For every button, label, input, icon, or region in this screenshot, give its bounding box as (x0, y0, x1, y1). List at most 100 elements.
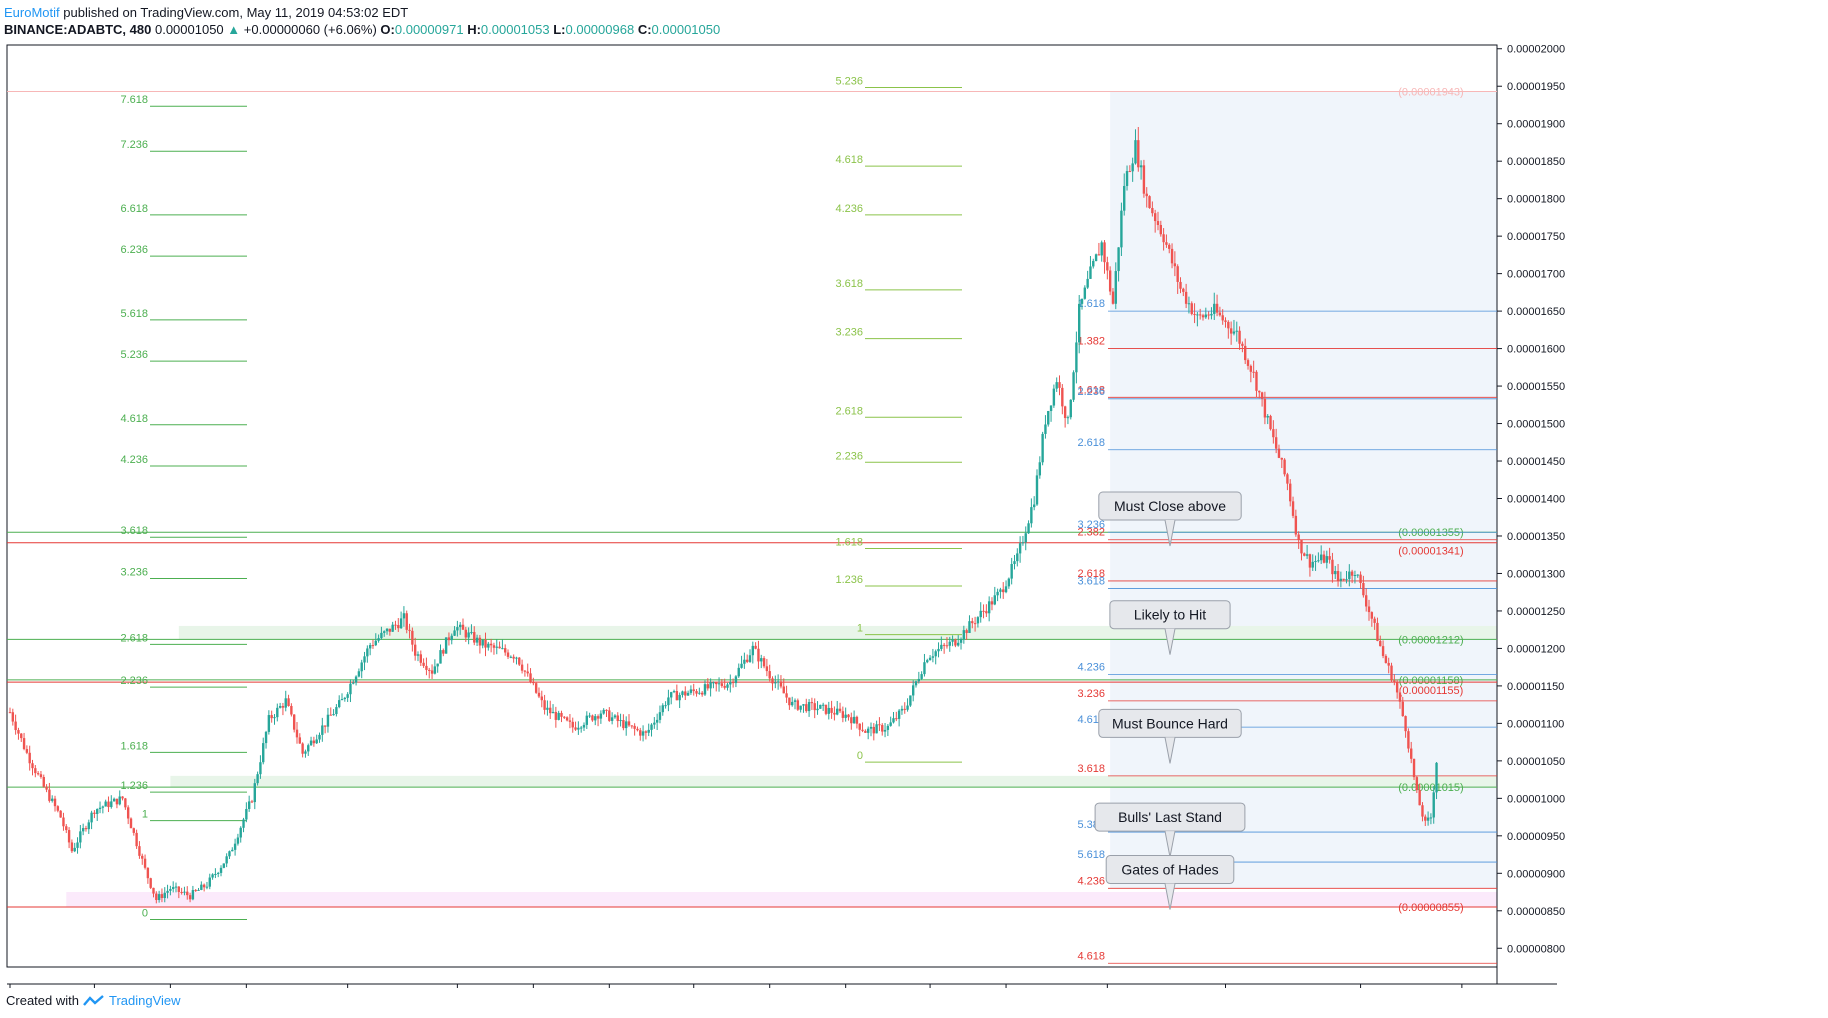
candle-body (34, 768, 37, 774)
candle-body (1221, 315, 1224, 321)
candle-body (22, 738, 26, 750)
candle-body (1094, 254, 1098, 261)
level-label: (0.00001015) (1398, 782, 1463, 794)
candle-body (768, 671, 771, 679)
candle-body (475, 637, 479, 643)
candle-body (1162, 234, 1165, 243)
candle-body (830, 707, 833, 713)
y-tick-label: 0.00000900 (1507, 868, 1565, 880)
low-value: 0.00000968 (565, 22, 635, 37)
candle-body (1004, 586, 1008, 593)
candle-body (670, 692, 673, 698)
candle-body (799, 705, 802, 710)
candle-body (1137, 140, 1140, 168)
candle-body (1356, 574, 1359, 576)
fib-mid-label: 3.618 (835, 278, 863, 290)
candle-body (847, 714, 850, 718)
candle-body (87, 822, 90, 830)
candle-body (861, 729, 864, 731)
callout: Bulls' Last Stand (1094, 802, 1246, 858)
candle-body (1359, 574, 1362, 584)
high-value: 0.00001053 (480, 22, 550, 37)
candle-body (1145, 193, 1148, 197)
candle-body (560, 712, 563, 717)
candle-body (1381, 646, 1385, 656)
candle-body (1291, 501, 1295, 516)
candle-body (959, 639, 963, 643)
candle-body (458, 624, 462, 628)
candle-body (391, 624, 394, 632)
candle-body (1238, 330, 1241, 344)
candle-body (383, 631, 386, 633)
candle-body (957, 642, 960, 646)
candle-body (616, 715, 619, 722)
candle-body (1376, 622, 1379, 641)
tradingview-logo-icon[interactable] (83, 994, 105, 1008)
candle-body (619, 720, 622, 722)
candle-body (608, 710, 611, 721)
candle-body (388, 628, 392, 632)
candle-body (565, 717, 569, 721)
candle-body (512, 656, 515, 659)
candle-body (639, 730, 642, 736)
candle-body (951, 639, 954, 642)
candle-body (1241, 343, 1244, 346)
candle-body (115, 798, 119, 805)
fib-left-label: 6.618 (120, 203, 148, 215)
callout-pointer (1164, 737, 1176, 764)
candle-body (1252, 371, 1255, 373)
candle-body (568, 720, 572, 722)
fib-right-label: 4.236 (1077, 662, 1105, 674)
candle-body (779, 681, 783, 687)
candle-body (42, 777, 45, 787)
fib-left-label: 0 (142, 908, 148, 920)
candle-body (1418, 790, 1421, 806)
y-tick-label: 0.00001050 (1507, 756, 1565, 768)
candle-body (1353, 575, 1357, 577)
candle-body (917, 678, 921, 682)
candle-body (188, 895, 192, 900)
candle-body (1339, 578, 1343, 581)
candle-body (1010, 564, 1013, 579)
candle-body (579, 727, 583, 729)
candle-body (931, 656, 935, 658)
candle-body (681, 691, 684, 695)
candle-body (594, 716, 597, 721)
candle-body (250, 801, 254, 803)
candle-body (1196, 314, 1199, 316)
candle-body (838, 708, 842, 712)
candle-body (101, 806, 105, 808)
publish-info: published on TradingView.com, May 11, 20… (63, 5, 409, 20)
candle-body (785, 693, 788, 698)
candle-body (405, 613, 408, 630)
fib-extension-left: 7.618 7.236 6.618 6.236 5.618 5.236 4.618 4.236… (120, 94, 247, 921)
candle-body (312, 740, 316, 744)
candle-body (793, 700, 797, 702)
candle-body (715, 682, 718, 685)
candle-body (59, 810, 62, 818)
fib-mid-label: 2.236 (835, 450, 863, 462)
candle-body (858, 723, 861, 730)
candle-body (1435, 762, 1438, 793)
candle-body (267, 715, 271, 732)
tradingview-brand[interactable]: TradingView (108, 993, 181, 1008)
price-chart[interactable]: 0.00000800 0.00000850 0.00000900 0.00000950… (0, 0, 1828, 990)
candle-body (36, 773, 40, 775)
author-link[interactable]: EuroMotif (4, 5, 60, 20)
candle-body (338, 700, 341, 708)
candle-body (636, 728, 639, 731)
candle-body (624, 721, 628, 729)
candle-body (841, 711, 845, 718)
candle-body (776, 681, 780, 683)
candle-body (239, 827, 242, 838)
candle-body (1314, 561, 1317, 563)
candle-body (304, 751, 307, 754)
candle-body (622, 720, 625, 729)
candle-body (461, 624, 465, 630)
candle-body (1218, 312, 1222, 316)
candle-body (900, 708, 904, 711)
candle-body (889, 722, 892, 726)
candle-body (346, 694, 349, 698)
candle-body (39, 774, 43, 778)
candle-body (301, 743, 304, 754)
